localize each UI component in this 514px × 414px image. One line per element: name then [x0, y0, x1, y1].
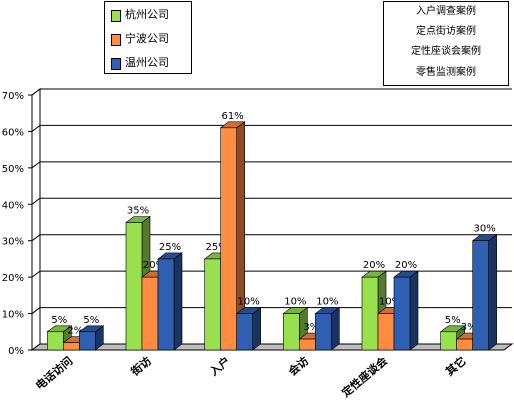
gridline-diag-7: [31, 88, 41, 96]
data-label: 10%: [284, 297, 306, 308]
category-label: 会访: [285, 354, 311, 379]
bar-3-1: [299, 338, 316, 351]
bar-side-1-2: [173, 252, 183, 351]
bar-4-1: [377, 313, 395, 351]
data-label: 3%: [461, 322, 477, 333]
ytick-label: 50%: [2, 164, 24, 175]
data-label: 20%: [143, 260, 165, 271]
gridline-diag-4: [31, 197, 41, 205]
bar-5-1: [456, 338, 473, 351]
ytick-label: 10%: [2, 310, 24, 321]
category-label: 入户: [207, 354, 233, 379]
ytick-label: 60%: [2, 127, 24, 138]
data-label: 10%: [238, 297, 260, 308]
legend-swatch-ningbo: [111, 34, 121, 46]
data-label: 3%: [303, 322, 319, 333]
legend-swatch-wenzhou: [111, 58, 121, 70]
bar-0-0: [47, 331, 64, 351]
data-label: 35%: [127, 206, 149, 217]
bar-1-2: [157, 258, 175, 351]
case-notes-box: 入户调查案例 定点街访案例 定性座谈会案例 零售监测案例: [383, 1, 509, 86]
note-focus-group: 定性座谈会案例: [411, 46, 481, 57]
data-label: 2%: [67, 326, 83, 337]
category-label: 电话访问: [33, 354, 76, 393]
bar-2-2: [236, 313, 253, 351]
bar-1-1: [141, 276, 159, 351]
data-label: 61%: [222, 111, 244, 122]
bar-0-1: [63, 342, 80, 351]
bar-1-0: [125, 222, 143, 351]
data-label: 5%: [51, 315, 67, 326]
legend-swatch-hangzhou: [111, 10, 121, 22]
note-street-intercept: 定点街访案例: [416, 26, 476, 37]
bar-2-0: [204, 258, 221, 351]
bar-5-0: [440, 331, 457, 351]
bar-2-1: [220, 127, 237, 351]
bar-3-0: [283, 313, 300, 351]
bar-side-3-2: [331, 306, 340, 351]
gridline-diag-3: [31, 234, 41, 242]
ytick-label: 20%: [2, 273, 24, 284]
data-label: 30%: [474, 224, 496, 235]
data-label: 20%: [395, 260, 417, 271]
bar-side-2-2: [252, 306, 261, 351]
data-label: 5%: [445, 315, 461, 326]
gridline-diag-6: [31, 125, 41, 132]
bar-5-2: [472, 240, 489, 351]
category-label: 定性座谈会: [339, 353, 391, 400]
data-label: 5%: [83, 315, 99, 326]
ytick-label: 40%: [2, 200, 24, 211]
bar-side-5-2: [488, 234, 497, 351]
category-label: 其它: [443, 354, 469, 379]
ytick-label: 70%: [2, 91, 24, 102]
legend: 杭州公司 宁波公司 温州公司: [104, 1, 192, 74]
bar-4-2: [393, 276, 411, 351]
data-label: 10%: [379, 297, 401, 308]
note-retail-audit: 零售监测案例: [416, 67, 476, 78]
data-label: 25%: [206, 242, 228, 253]
gridline-diag-2: [31, 270, 41, 278]
category-label: 街访: [127, 354, 154, 380]
gridline-diag-5: [31, 161, 41, 169]
bar-side-4-2: [409, 270, 419, 351]
bar-3-2: [315, 313, 332, 351]
floor: [30, 343, 514, 351]
data-label: 20%: [363, 260, 385, 271]
data-label: 10%: [316, 297, 338, 308]
bar-0-2: [79, 331, 96, 351]
legend-label-hangzhou: 杭州公司: [125, 8, 169, 21]
legend-label-ningbo: 宁波公司: [125, 32, 169, 45]
legend-label-wenzhou: 温州公司: [125, 56, 169, 69]
gridline-diag-1: [31, 307, 41, 314]
data-label: 25%: [159, 242, 181, 253]
ytick-label: 30%: [2, 237, 24, 248]
bar-4-0: [361, 276, 379, 351]
note-home-survey: 入户调查案例: [416, 6, 476, 17]
ytick-label: 0%: [8, 346, 24, 357]
